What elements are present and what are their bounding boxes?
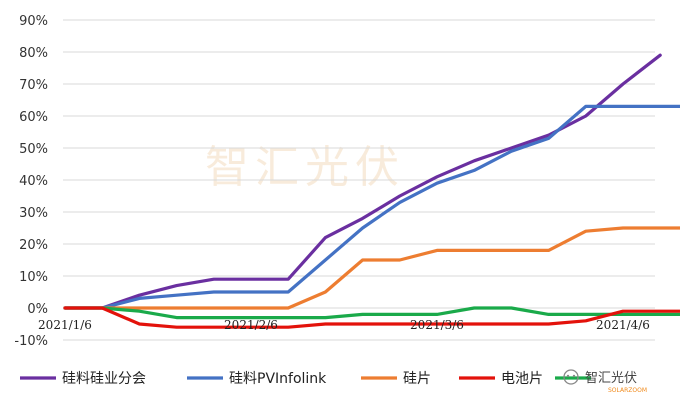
x-axis-ticks: 2021/1/6 2021/2/6 2021/3/6 2021/4/6 bbox=[38, 318, 650, 332]
series-lines bbox=[63, 53, 680, 329]
y-tick-label: 30% bbox=[19, 206, 48, 221]
y-tick-label: 70% bbox=[19, 78, 48, 93]
grid-lines bbox=[63, 19, 655, 341]
series-line-3 bbox=[63, 226, 680, 310]
solarzoom-logo: 智汇光伏 SOLARZOOM bbox=[563, 369, 647, 394]
y-tick-label: 90% bbox=[19, 14, 48, 29]
series-line-2 bbox=[63, 104, 680, 310]
legend-label: 硅料硅业分会 bbox=[62, 371, 146, 387]
y-tick-label: 80% bbox=[19, 46, 48, 61]
legend-label: 电池片 bbox=[501, 371, 543, 387]
y-axis-ticks: 90% 80% 70% 60% 50% 40% 30% 20% 10% 0% -10% bbox=[14, 14, 48, 349]
y-tick-label: -10% bbox=[14, 334, 48, 349]
x-tick-label: 2021/1/6 bbox=[38, 318, 92, 332]
legend: 硅料硅业分会 硅料PVInfolink 硅片 电池片 bbox=[20, 371, 591, 387]
y-tick-label: 40% bbox=[19, 174, 48, 189]
y-tick-label: 60% bbox=[19, 110, 48, 125]
y-tick-label: 50% bbox=[19, 142, 48, 157]
y-tick-label: 10% bbox=[19, 270, 48, 285]
y-tick-label: 20% bbox=[19, 238, 48, 253]
x-tick-label: 2021/2/6 bbox=[224, 318, 278, 332]
wechat-icon bbox=[563, 369, 579, 385]
legend-label: 硅片 bbox=[403, 371, 431, 387]
y-tick-label: 0% bbox=[27, 302, 48, 317]
wechat-icon-dot bbox=[566, 374, 570, 378]
chart-watermark: 智汇光伏 bbox=[205, 142, 405, 193]
wechat-icon-dot bbox=[572, 374, 576, 378]
legend-label: 硅料PVInfolink bbox=[229, 371, 327, 387]
series-line-5 bbox=[63, 306, 680, 320]
logo-subtext: SOLARZOOM bbox=[608, 387, 647, 394]
x-tick-label: 2021/3/6 bbox=[410, 318, 464, 332]
series-line-4 bbox=[63, 306, 680, 329]
logo-text: 智汇光伏 bbox=[585, 371, 637, 386]
x-tick-label: 2021/4/6 bbox=[596, 318, 650, 332]
